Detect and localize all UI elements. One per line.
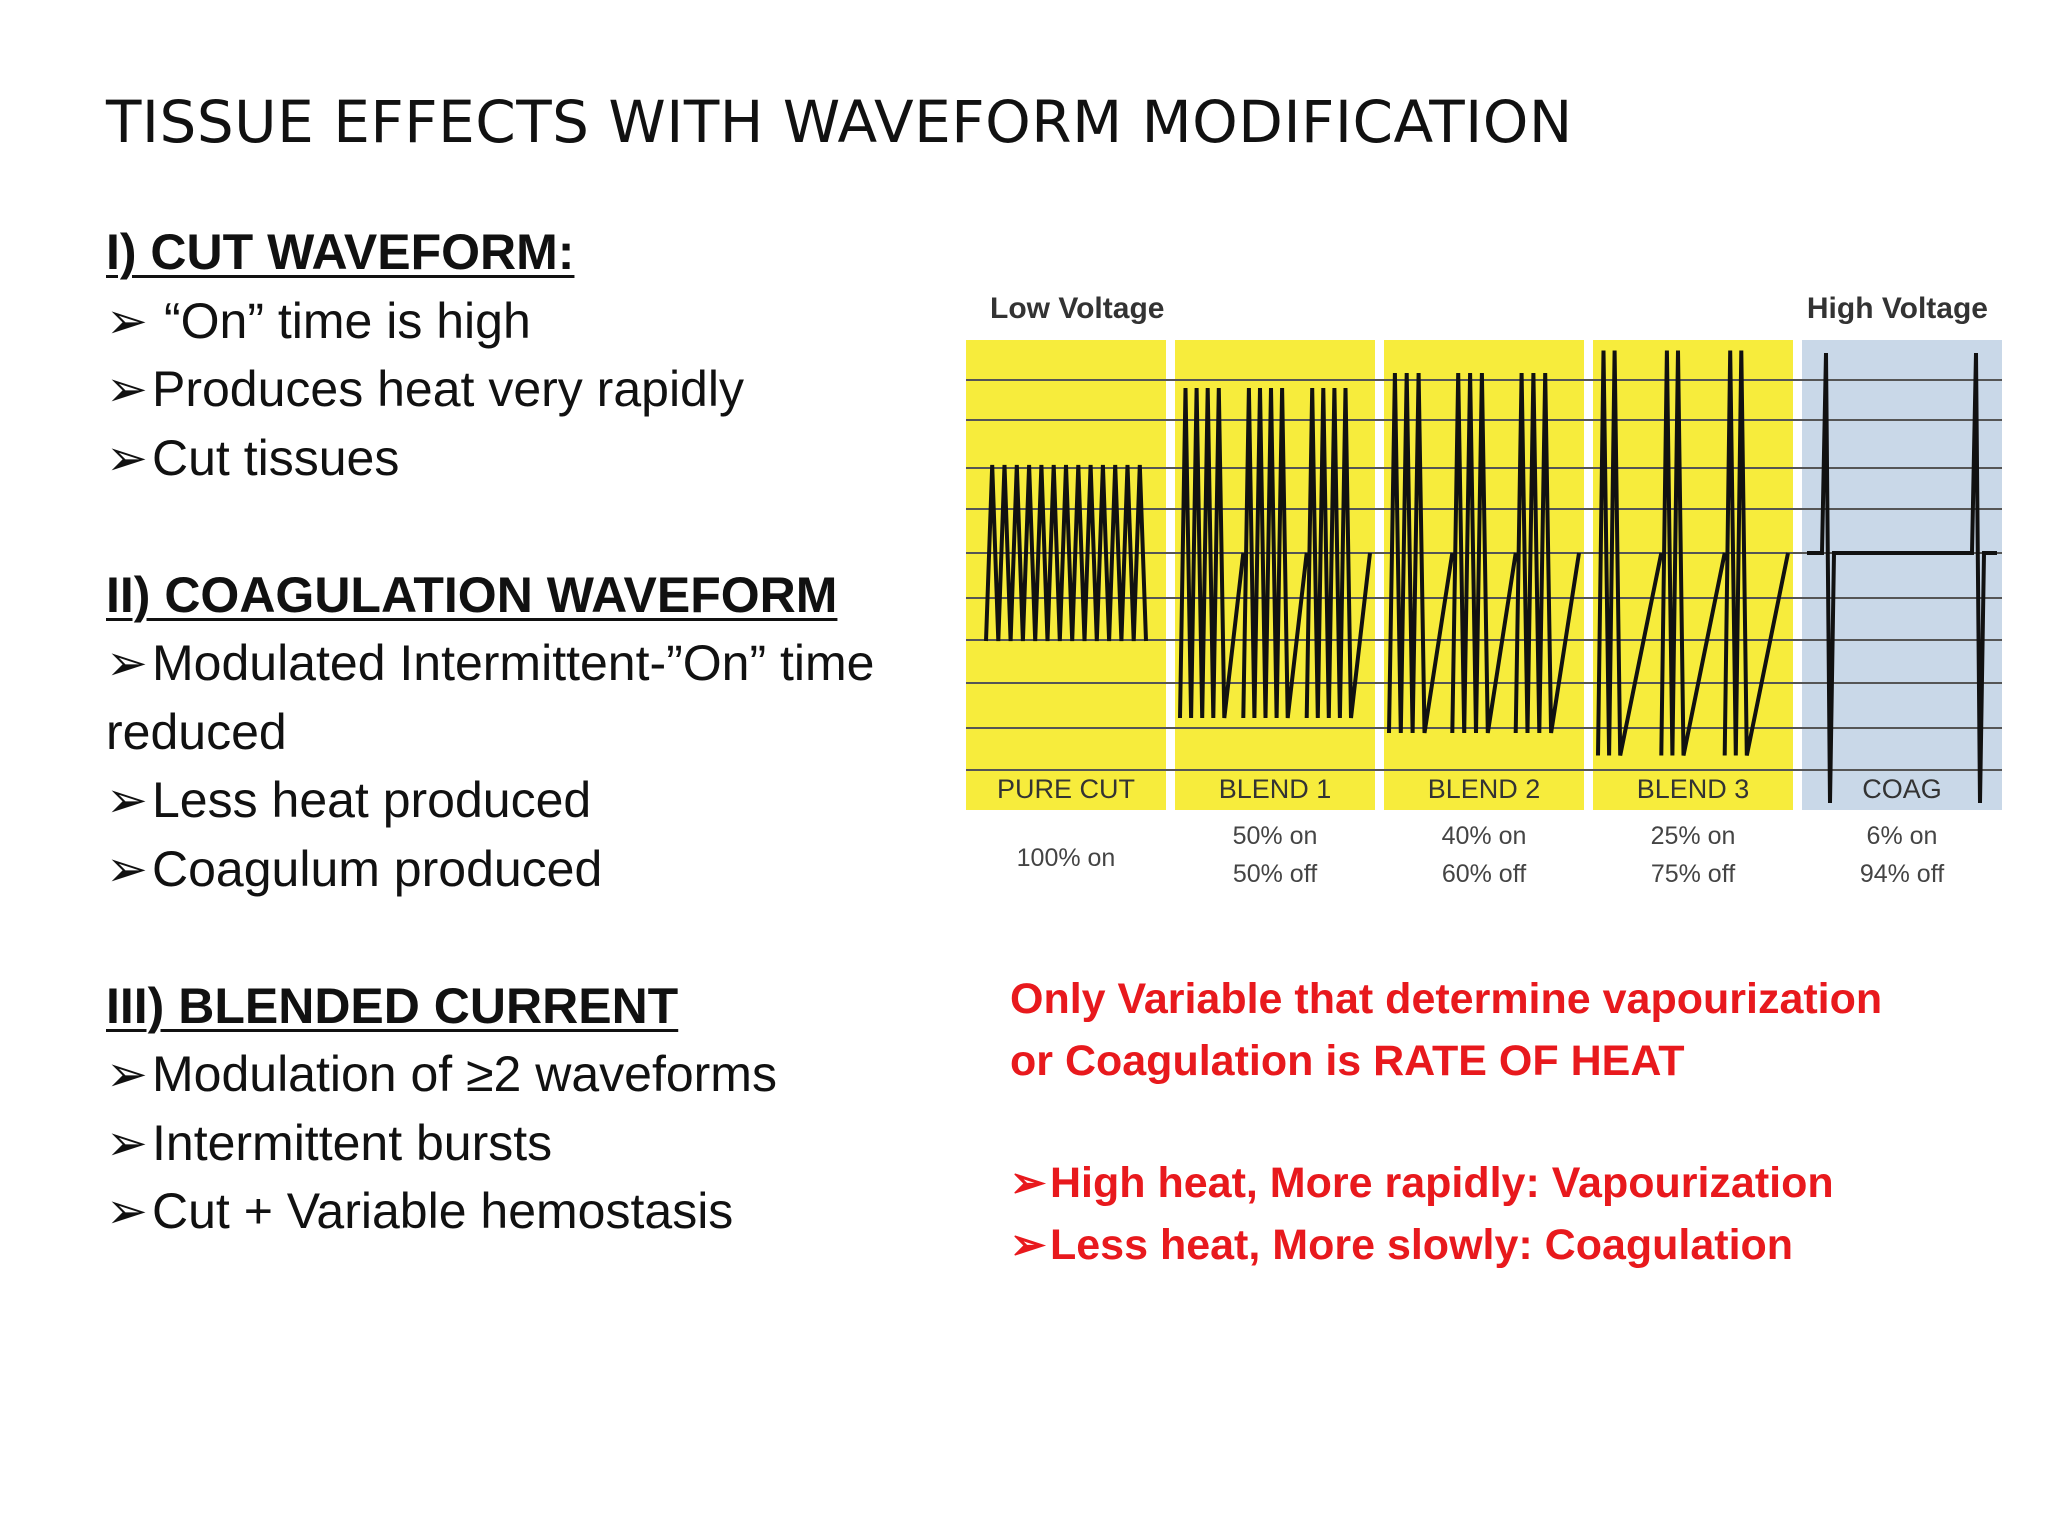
note-bullet: ➢ Less heat, More slowly: Coagulation [1010,1214,1990,1276]
arrow-bullet-icon: ➢ [106,1114,148,1171]
panel-on-label: 100% on [1017,844,1116,872]
arrow-bullet-icon: ➢ [1010,1159,1047,1207]
slide-title: TISSUE EFFECTS WITH WAVEFORM MODIFICATIO… [106,88,1573,156]
panel-off-label: 75% off [1651,860,1735,888]
panel-on-label: 50% on [1233,822,1318,850]
note-line-1: Only Variable that determine vapourizati… [1010,975,1883,1023]
arrow-bullet-icon: ➢ [106,361,148,417]
list-item: ➢Modulated Intermittent-”On” time reduce… [106,629,906,766]
note-line-2: or Coagulation is RATE OF HEAT [1010,1037,1685,1085]
panel-off-label: 94% off [1860,860,1944,888]
panel-name: BLEND 3 [1637,774,1750,804]
note-bullet: ➢ High heat, More rapidly: Vapourization [1010,1152,1990,1214]
list-item: ➢ Less heat produced [106,766,906,835]
list-item: ➢ “On” time is high [106,287,906,356]
waveform-figure: Low Voltage High Voltage PURE CUT 100% on… [940,278,2008,910]
rate-of-heat-note: Only Variable that determine vapourizati… [1010,968,1990,1276]
panel-on-label: 25% on [1651,822,1736,850]
high-voltage-label: High Voltage [1807,292,1988,325]
arrow-bullet-icon: ➢ [106,1183,148,1239]
left-content: I) CUT WAVEFORM: ➢ “On” time is high ➢ Pro… [106,218,906,1246]
panel-on-label: 6% on [1867,822,1938,850]
panel-off-label: 60% off [1442,860,1526,888]
panel-name: BLEND 1 [1219,774,1332,804]
waveform-diagram: Low Voltage High Voltage PURE CUT 100% on… [966,292,2002,888]
list-item: ➢ Coagulum produced [106,835,906,904]
arrow-bullet-icon: ➢ [106,772,148,828]
panel-name: COAG [1862,774,1942,804]
list-item: ➢ Modulation of ≥2 waveforms [106,1040,906,1109]
coag-section: II) COAGULATION WAVEFORM ➢Modulated Inte… [106,561,906,904]
waveform-trace [1387,372,1581,734]
list-item: ➢ Intermittent bursts [106,1109,906,1178]
blended-section: III) BLENDED CURRENT ➢ Modulation of ≥2 w… [106,972,906,1246]
section-heading: II) COAGULATION WAVEFORM [106,566,838,623]
section-heading: III) BLENDED CURRENT [106,977,679,1034]
waveform-trace [1596,350,1790,756]
list-item: ➢ Cut + Variable hemostasis [106,1177,906,1246]
arrow-bullet-icon: ➢ [106,1046,148,1102]
list-item: ➢ Cut tissues [106,424,906,493]
low-voltage-label: Low Voltage [990,292,1164,325]
panel-off-label: 50% off [1233,860,1317,888]
list-item: ➢ Produces heat very rapidly [106,355,906,424]
cut-section: I) CUT WAVEFORM: ➢ “On” time is high ➢ Pro… [106,218,906,492]
panel-name: BLEND 2 [1428,774,1541,804]
panel-name: PURE CUT [997,774,1135,804]
panel-on-label: 40% on [1442,822,1527,850]
section-heading: I) CUT WAVEFORM: [106,224,575,280]
arrow-bullet-icon: ➢ [106,429,148,486]
waveform-trace [1178,387,1372,719]
waveform-trace [984,464,1148,642]
arrow-bullet-icon: ➢ [106,635,148,691]
waveform-trace [1807,352,1997,804]
arrow-bullet-icon: ➢ [1010,1221,1047,1269]
arrow-bullet-icon: ➢ [106,292,148,349]
arrow-bullet-icon: ➢ [106,840,148,897]
